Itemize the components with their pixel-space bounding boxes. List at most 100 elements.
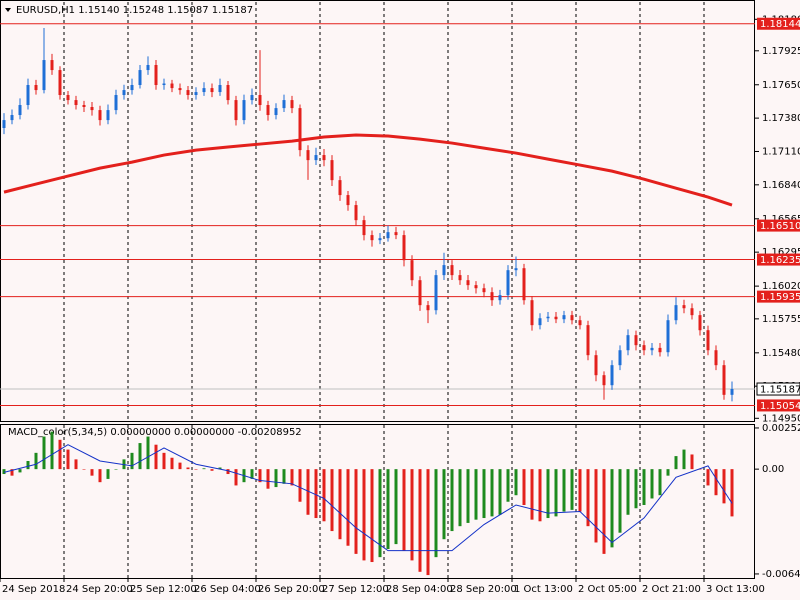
macd-bar (226, 469, 230, 475)
candle-body (98, 110, 102, 121)
level-label-box (757, 290, 800, 303)
macd-bar (434, 469, 438, 558)
macd-bar (442, 469, 446, 540)
macd-bar (258, 469, 262, 483)
macd-bar (722, 469, 726, 504)
candle-body (82, 105, 86, 107)
candle-body (290, 100, 294, 109)
candle-body (386, 232, 390, 239)
x-tick-label: 2 Oct 21:00 (642, 584, 701, 595)
x-tick-label: 1 Oct 13:00 (514, 584, 573, 595)
candle-body (330, 160, 334, 181)
macd-bar (338, 469, 342, 540)
macd-bar (394, 469, 398, 545)
macd-bar (634, 469, 638, 509)
candle-body (610, 365, 614, 386)
macd-bar (666, 469, 670, 476)
macd-bar (90, 469, 94, 476)
candle-body (138, 70, 142, 86)
macd-bar (114, 469, 118, 470)
macd-bar (562, 469, 566, 512)
macd-bar (74, 459, 78, 470)
macd-bar (466, 469, 470, 523)
candle-body (514, 268, 518, 271)
macd-bar (522, 469, 526, 505)
candle-body (618, 350, 622, 366)
macd-bar (210, 469, 214, 471)
macd-bar (330, 469, 334, 532)
candle-body (410, 260, 414, 281)
candle-body (378, 238, 382, 241)
candle-body (570, 315, 574, 321)
candle-body (346, 195, 350, 206)
macd-bar (642, 469, 646, 505)
x-tick-label: 25 Sep 12:00 (130, 584, 197, 595)
macd-bar (386, 469, 390, 549)
candle-body (74, 100, 78, 106)
candle-body (674, 305, 678, 321)
candle-body (2, 120, 6, 128)
x-tick-label: 28 Sep 04:00 (386, 584, 453, 595)
macd-bar (186, 467, 190, 470)
candle-body (58, 70, 62, 96)
level-label-box (757, 253, 800, 266)
level-label-box (757, 17, 800, 30)
candle-body (530, 300, 534, 326)
macd-bar (706, 469, 710, 486)
candle-body (42, 60, 46, 91)
macd-bar (274, 469, 278, 488)
candle-body (666, 320, 670, 353)
candle-body (434, 275, 438, 311)
macd-bar (146, 436, 150, 470)
level-label: 1.16510 (760, 221, 800, 232)
macd-bar (154, 444, 158, 470)
candle-body (634, 335, 638, 346)
macd-bar (2, 469, 6, 475)
macd-bar (282, 469, 286, 484)
macd-bar (650, 469, 654, 499)
candle-body (186, 90, 190, 96)
candle-body (234, 100, 238, 121)
candle-body (26, 85, 30, 106)
macd-bar (298, 469, 302, 502)
candle-body (50, 60, 54, 71)
macd-bar (402, 469, 406, 551)
candle-body (586, 325, 590, 356)
macd-bar (514, 469, 518, 496)
candle-body (706, 330, 710, 351)
y-tick-label: 1.17925 (762, 46, 800, 57)
macd-bar (570, 469, 574, 510)
macd-bar (26, 460, 30, 470)
y-tick-label: 1.16295 (762, 247, 800, 258)
current-price-label: 1.15187 (760, 385, 800, 396)
y-tick-label: 1.14950 (762, 413, 800, 424)
candle-body (122, 90, 126, 96)
y-tick-label: 1.16020 (762, 281, 800, 292)
y-tick-label: 0.002527 (762, 423, 800, 434)
level-label: 1.15935 (760, 292, 800, 303)
macd-bar (730, 469, 734, 517)
candle-body (426, 305, 430, 311)
candle-body (370, 235, 374, 241)
candle-body (226, 85, 230, 101)
y-tick-label: 1.16840 (762, 180, 800, 191)
macd-bar (578, 469, 582, 512)
candle-body (482, 288, 486, 293)
candle-body (354, 205, 358, 221)
candle-body (682, 305, 686, 309)
level-label: 1.16235 (760, 255, 800, 266)
candle-body (202, 88, 206, 93)
macd-bar (290, 469, 294, 486)
candle-body (538, 318, 542, 326)
candle-body (394, 232, 398, 236)
y-tick-label: 1.17380 (762, 113, 800, 124)
macd-bar (362, 469, 366, 561)
x-tick-label: 27 Sep 12:00 (322, 584, 389, 595)
candle-body (194, 92, 198, 96)
candle-body (442, 265, 446, 276)
candle-body (218, 85, 222, 93)
macd-bar (106, 469, 110, 479)
